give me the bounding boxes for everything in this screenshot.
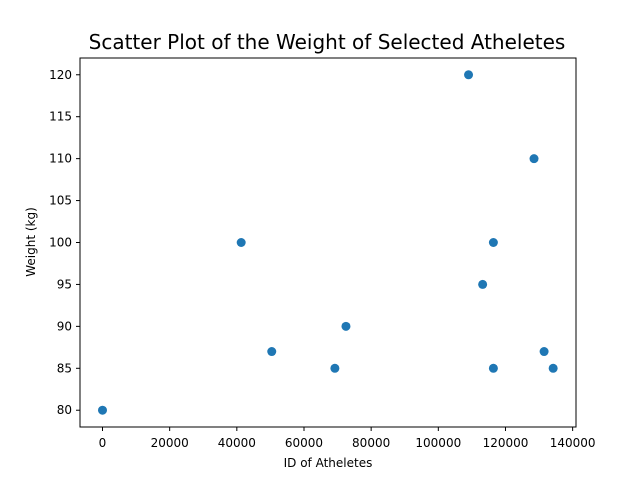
x-tick-label: 0 xyxy=(99,436,107,450)
y-tick-label: 120 xyxy=(49,68,72,82)
scatter-point xyxy=(478,279,488,289)
x-axis-label: ID of Atheletes xyxy=(284,456,373,470)
y-tick-label: 85 xyxy=(57,361,72,375)
y-tick-label: 80 xyxy=(57,403,72,417)
x-tick-label: 20000 xyxy=(151,436,189,450)
y-tick-label: 100 xyxy=(49,236,72,250)
scatter-point xyxy=(464,70,474,80)
scatter-point xyxy=(330,363,340,373)
x-tick-label: 40000 xyxy=(218,436,256,450)
x-tick-label: 140000 xyxy=(550,436,596,450)
y-tick-label: 95 xyxy=(57,277,72,291)
y-tick-label: 105 xyxy=(49,194,72,208)
scatter-point xyxy=(341,321,351,331)
scatter-point xyxy=(267,347,277,357)
x-tick-label: 60000 xyxy=(285,436,323,450)
scatter-point xyxy=(529,154,539,164)
x-axis-ticks: 0 20000 40000 60000 80000 100000 120000 140000 xyxy=(99,427,596,450)
y-axis-label: Weight (kg) xyxy=(24,207,38,277)
scatter-point xyxy=(97,405,107,415)
scatter-point xyxy=(236,238,246,247)
x-tick-label: 80000 xyxy=(352,436,390,450)
y-tick-label: 90 xyxy=(57,319,72,333)
scatter-point xyxy=(488,238,498,247)
x-tick-label: 120000 xyxy=(483,436,529,450)
scatter-point xyxy=(548,363,558,373)
plot-area-frame xyxy=(79,57,577,428)
y-axis-ticks: 80 85 90 95 100 105 110 115 120 xyxy=(49,68,80,417)
x-tick-label: 100000 xyxy=(415,436,461,450)
scatter-point xyxy=(488,363,498,373)
data-points xyxy=(97,70,558,415)
chart-title: Scatter Plot of the Weight of Selected A… xyxy=(89,30,566,54)
scatter-point xyxy=(539,347,549,357)
y-tick-label: 110 xyxy=(49,152,72,166)
y-tick-label: 115 xyxy=(49,110,72,124)
